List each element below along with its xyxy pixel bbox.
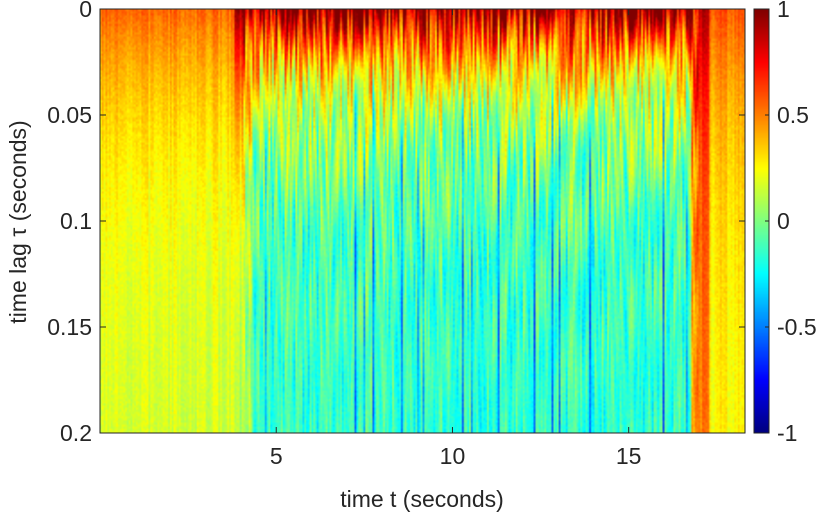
- y-tick-label: 0.2: [60, 420, 92, 446]
- y-axis-label: time lag τ (seconds): [5, 120, 31, 323]
- y-tick-label: 0.1: [60, 208, 92, 234]
- colorbar-tick-label: 0: [777, 208, 790, 234]
- colorbar-tick-label: 0.5: [777, 102, 809, 128]
- colorbar-tick-label: -1: [777, 420, 797, 446]
- y-tick-label: 0.05: [47, 102, 92, 128]
- x-tick-label: 5: [270, 443, 283, 469]
- colorbar-tick-label: 1: [777, 0, 790, 22]
- x-axis-label: time t (seconds): [340, 486, 504, 512]
- y-tick-label: 0: [79, 0, 92, 22]
- colorbar-tick-label: -0.5: [777, 314, 817, 340]
- x-tick-label: 15: [616, 443, 642, 469]
- x-tick-label: 10: [440, 443, 466, 469]
- colorbar: 1 0.5 0 -0.5 -1: [753, 0, 817, 446]
- y-tick-label: 0.15: [47, 314, 92, 340]
- axes: 5 10 15 0 0.05 0.1 0.15 0.2: [47, 0, 746, 469]
- heatmap-raster: [100, 9, 745, 433]
